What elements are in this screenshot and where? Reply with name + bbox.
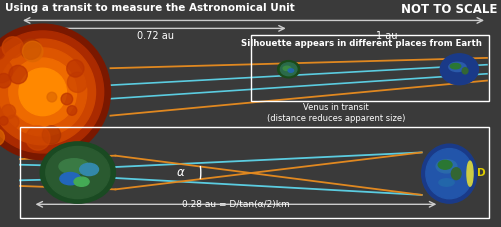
Ellipse shape <box>438 179 453 186</box>
Text: α: α <box>176 166 184 179</box>
Text: 0.28 au = D/tan(α/2)km: 0.28 au = D/tan(α/2)km <box>182 200 289 209</box>
Ellipse shape <box>437 160 451 169</box>
Ellipse shape <box>439 54 477 85</box>
Ellipse shape <box>283 66 290 71</box>
Text: NOT TO SCALE: NOT TO SCALE <box>400 3 496 16</box>
Ellipse shape <box>74 177 89 186</box>
Ellipse shape <box>67 60 84 77</box>
Ellipse shape <box>60 173 81 185</box>
Ellipse shape <box>0 73 11 88</box>
Ellipse shape <box>46 146 110 199</box>
Ellipse shape <box>59 159 89 174</box>
Ellipse shape <box>2 104 16 119</box>
Ellipse shape <box>42 126 61 144</box>
Ellipse shape <box>0 47 5 59</box>
Ellipse shape <box>0 39 95 145</box>
Ellipse shape <box>288 69 293 72</box>
Ellipse shape <box>421 144 476 203</box>
Text: Using a transit to measure the Astronomical Unit: Using a transit to measure the Astronomi… <box>5 3 294 13</box>
Ellipse shape <box>280 63 297 76</box>
Ellipse shape <box>21 39 41 59</box>
Ellipse shape <box>40 142 115 203</box>
Ellipse shape <box>9 58 77 126</box>
Ellipse shape <box>9 65 27 84</box>
Ellipse shape <box>448 62 465 72</box>
Ellipse shape <box>466 161 472 186</box>
Ellipse shape <box>0 116 8 125</box>
Ellipse shape <box>0 59 13 83</box>
Text: 1 au: 1 au <box>375 31 396 41</box>
Text: 0.72 au: 0.72 au <box>137 31 174 41</box>
Ellipse shape <box>47 92 57 102</box>
Ellipse shape <box>0 24 110 160</box>
Ellipse shape <box>450 168 460 180</box>
Ellipse shape <box>80 163 98 176</box>
Bar <box>250 35 488 101</box>
Ellipse shape <box>435 160 456 173</box>
Ellipse shape <box>61 93 73 105</box>
Ellipse shape <box>19 68 66 116</box>
Ellipse shape <box>23 41 43 62</box>
Bar <box>20 127 488 218</box>
Ellipse shape <box>6 115 19 128</box>
Ellipse shape <box>461 68 467 74</box>
Ellipse shape <box>2 37 24 58</box>
Ellipse shape <box>0 31 104 153</box>
Ellipse shape <box>26 126 50 150</box>
Ellipse shape <box>277 61 299 78</box>
Ellipse shape <box>425 148 472 199</box>
Ellipse shape <box>0 48 87 136</box>
Text: D: D <box>476 168 484 178</box>
Ellipse shape <box>67 72 87 92</box>
Ellipse shape <box>0 129 5 146</box>
Text: Silhouette appears in different places from Earth: Silhouette appears in different places f… <box>240 39 481 48</box>
Text: Venus in transit
(distance reduces apparent size): Venus in transit (distance reduces appar… <box>267 103 405 123</box>
Ellipse shape <box>67 106 77 115</box>
Ellipse shape <box>449 63 460 69</box>
